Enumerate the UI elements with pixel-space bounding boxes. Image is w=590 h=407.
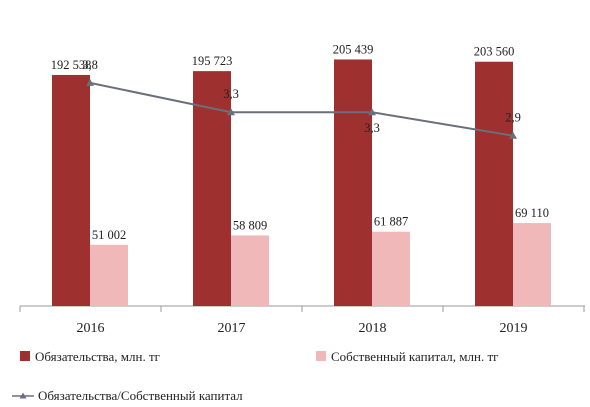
x-tick-label: 2019 <box>500 321 528 336</box>
bar-equity <box>372 231 410 306</box>
bar-liabilities <box>475 61 513 307</box>
x-tick-label: 2016 <box>77 321 105 336</box>
ratio-point <box>509 131 517 139</box>
legend-label-equity: Собственный капитал, млн. тг <box>331 349 498 364</box>
legend-label-liabilities: Обязательства, млн. тг <box>35 349 160 364</box>
data-label-liabilities: 203 560 <box>474 45 515 59</box>
ratio-point <box>86 78 94 86</box>
bar-equity <box>90 244 128 306</box>
legend-marker-ratio <box>19 392 27 399</box>
bars-layer <box>52 59 551 307</box>
ratio-point <box>368 108 376 116</box>
x-tick-label: 2018 <box>359 321 387 336</box>
x-tick-labels: 2016 2017 2018 2019 <box>77 321 528 336</box>
ratio-point <box>227 108 235 116</box>
bar-equity <box>231 235 269 306</box>
data-label-ratio: 2,9 <box>505 111 521 125</box>
legend: Обязательства, млн. тг Собственный капит… <box>12 349 498 403</box>
data-label-equity: 51 002 <box>92 228 126 242</box>
legend-swatch-liabilities <box>20 351 30 361</box>
ratio-line-layer <box>86 78 517 139</box>
data-label-equity: 69 110 <box>515 206 549 220</box>
data-label-ratio: 3,3 <box>223 87 239 101</box>
x-tick-label: 2017 <box>218 321 246 336</box>
data-label-liabilities: 195 723 <box>192 54 233 68</box>
bar-liabilities <box>334 59 372 306</box>
data-label-ratio: 3,3 <box>364 121 380 135</box>
legend-label-ratio: Обязательства/Собственный капитал <box>38 388 243 403</box>
data-label-equity: 61 887 <box>374 215 408 229</box>
ratio-line <box>89 81 514 137</box>
data-label-ratio: 3,8 <box>82 58 98 72</box>
data-label-liabilities: 192 538 <box>51 58 92 72</box>
bar-liabilities <box>52 74 90 306</box>
data-labels-layer: 192 538 51 002 195 723 58 809 205 439 61 887 2… <box>51 42 549 241</box>
data-label-liabilities: 205 439 <box>333 42 374 56</box>
legend-swatch-equity <box>316 351 326 361</box>
data-label-equity: 58 809 <box>233 218 267 232</box>
bar-equity <box>513 223 551 306</box>
